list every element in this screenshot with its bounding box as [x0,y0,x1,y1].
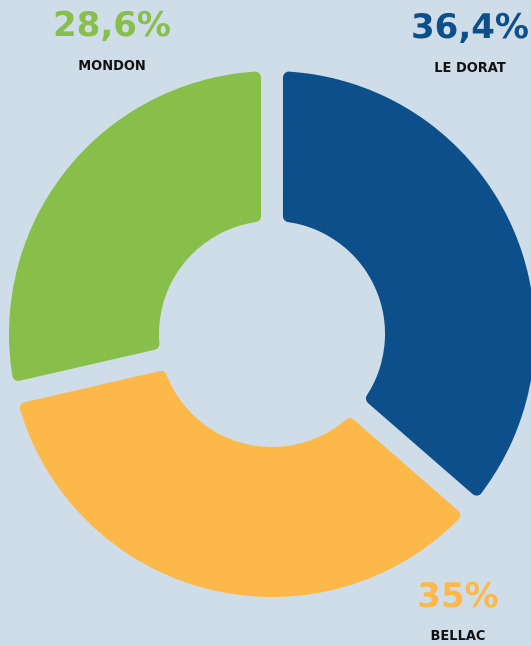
value-label: 28,6% [53,5,171,45]
category-label: LE DORAT [434,61,506,76]
donut-segment [19,370,461,597]
donut-segment [9,71,262,381]
value-label: 35% [417,576,498,616]
donut-segment [282,71,531,496]
category-label: MONDON [78,59,146,74]
category-label: BELLAC [431,629,486,644]
value-label: 36,4% [411,7,529,47]
